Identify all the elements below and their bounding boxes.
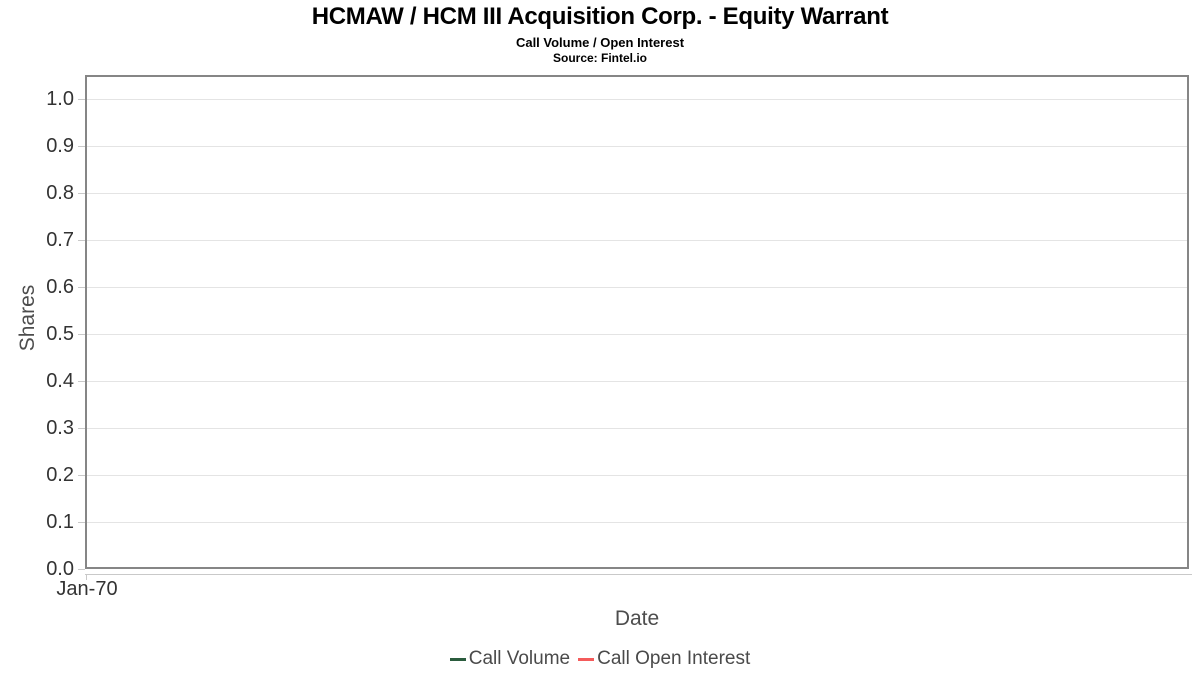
legend-item-call-open-interest[interactable]: Call Open Interest xyxy=(578,648,750,670)
legend-label-call-volume: Call Volume xyxy=(468,648,571,669)
x-axis-line xyxy=(85,574,1192,575)
y-axis-tick-mark xyxy=(78,522,85,523)
legend-label-call-open-interest: Call Open Interest xyxy=(597,648,751,669)
gridline xyxy=(87,287,1187,288)
chart-source: Source: Fintel.io xyxy=(552,51,647,65)
y-axis-tick-label: 0.3 xyxy=(46,417,74,439)
y-axis-tick-mark xyxy=(78,287,85,288)
chart-title: HCMAW / HCM III Acquisition Corp. - Equi… xyxy=(311,3,889,30)
y-axis-tick-mark xyxy=(78,569,85,570)
y-axis-tick-mark xyxy=(78,334,85,335)
y-axis-tick-label: 0.4 xyxy=(46,370,74,392)
legend-item-call-volume[interactable]: Call Volume xyxy=(449,648,571,670)
y-axis-tick-mark xyxy=(78,99,85,100)
y-axis-tick-mark xyxy=(78,475,85,476)
legend: Call Volume Call Open Interest xyxy=(0,644,1200,674)
y-axis-tick-mark xyxy=(78,240,85,241)
x-axis-tick-label: Jan-70 xyxy=(56,578,118,600)
gridline xyxy=(87,193,1187,194)
plot-area xyxy=(85,75,1189,569)
y-axis-tick-label: 0.6 xyxy=(46,276,74,298)
y-axis-tick-mark xyxy=(78,193,85,194)
gridline xyxy=(87,381,1187,382)
y-axis-tick-label: 0.0 xyxy=(46,558,74,580)
gridline xyxy=(87,146,1187,147)
gridline xyxy=(87,334,1187,335)
gridline xyxy=(87,475,1187,476)
x-axis-title: Date xyxy=(614,607,660,630)
y-axis-tick-mark xyxy=(78,381,85,382)
y-axis-tick-label: 0.2 xyxy=(46,464,74,486)
legend-line-marker-call-volume xyxy=(449,657,466,661)
gridline xyxy=(87,99,1187,100)
y-axis-tick-label: 1.0 xyxy=(46,88,74,110)
y-axis-tick-mark xyxy=(78,428,85,429)
gridline xyxy=(87,428,1187,429)
y-axis-tick-mark xyxy=(78,146,85,147)
x-axis-tick-mark xyxy=(86,574,87,580)
y-axis-tick-label: 0.9 xyxy=(46,135,74,157)
gridline xyxy=(87,240,1187,241)
gridline xyxy=(87,522,1187,523)
y-axis-tick-label: 0.7 xyxy=(46,229,74,251)
y-axis-tick-label: 0.5 xyxy=(46,323,74,345)
y-axis-tick-label: 0.1 xyxy=(46,511,74,533)
legend-line-marker-call-open-interest xyxy=(578,657,595,661)
chart-subtitle: Call Volume / Open Interest xyxy=(515,35,685,50)
y-axis-tick-label: 0.8 xyxy=(46,182,74,204)
